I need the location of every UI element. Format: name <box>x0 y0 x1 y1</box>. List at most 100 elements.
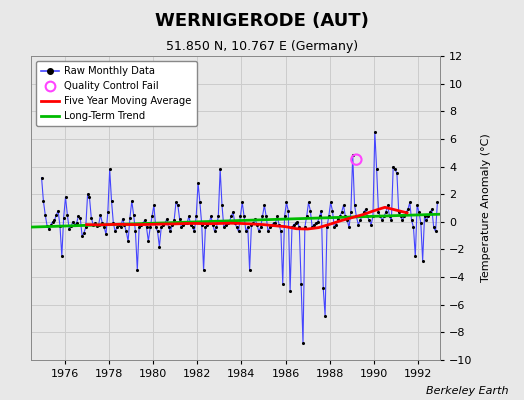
Point <box>256 224 265 230</box>
Point <box>41 212 49 218</box>
Point <box>45 226 53 232</box>
Point <box>37 174 46 181</box>
Point <box>312 220 320 226</box>
Point <box>133 267 141 273</box>
Point <box>422 217 431 224</box>
Point <box>262 213 270 220</box>
Point <box>428 206 436 212</box>
Point <box>223 220 232 226</box>
Point <box>326 199 335 206</box>
Point <box>151 224 160 230</box>
Point <box>233 224 241 230</box>
Point <box>391 166 399 172</box>
Point <box>89 221 97 228</box>
Point <box>222 221 230 228</box>
Text: Berkeley Earth: Berkeley Earth <box>426 386 508 396</box>
Point <box>306 208 314 214</box>
Point <box>415 209 423 215</box>
Point <box>179 221 188 228</box>
Point <box>140 217 149 224</box>
Point <box>370 129 379 135</box>
Point <box>275 221 283 228</box>
Point <box>207 213 215 220</box>
Point <box>183 220 191 226</box>
Point <box>165 224 173 230</box>
Point <box>94 221 103 228</box>
Point <box>260 202 268 208</box>
Point <box>378 217 386 224</box>
Point <box>150 202 158 208</box>
Point <box>323 224 331 230</box>
Point <box>162 216 171 222</box>
Point <box>135 224 144 230</box>
Point <box>341 213 350 220</box>
Point <box>293 219 302 225</box>
Point <box>107 198 116 204</box>
Point <box>352 156 361 163</box>
Point <box>87 214 95 221</box>
Point <box>310 221 318 228</box>
Point <box>384 202 392 208</box>
Point <box>216 166 224 172</box>
Point <box>335 213 344 220</box>
Point <box>137 221 145 228</box>
Point <box>176 216 184 222</box>
Point <box>115 221 123 228</box>
Point <box>43 223 51 229</box>
Point <box>258 213 267 220</box>
Point <box>47 221 55 228</box>
Point <box>59 214 68 221</box>
Point <box>104 209 112 215</box>
Point <box>389 163 397 170</box>
Point <box>253 221 261 228</box>
Point <box>116 224 125 230</box>
Point <box>374 209 383 215</box>
Point <box>347 209 355 215</box>
Point <box>143 224 151 230</box>
Point <box>351 202 359 208</box>
Point <box>279 281 287 287</box>
Point <box>80 230 88 236</box>
Point <box>245 267 254 273</box>
Point <box>211 228 219 235</box>
Point <box>317 208 325 214</box>
Point <box>249 220 257 226</box>
Point <box>48 219 57 225</box>
Point <box>234 228 243 235</box>
Point <box>334 216 342 222</box>
Point <box>402 209 410 215</box>
Point <box>201 224 210 230</box>
Point <box>209 221 217 228</box>
Point <box>188 224 196 230</box>
Point <box>144 238 152 244</box>
Point <box>354 221 363 228</box>
Point <box>111 228 119 235</box>
Point <box>154 228 162 235</box>
Point <box>231 220 239 226</box>
Point <box>420 213 429 220</box>
Point <box>214 213 223 220</box>
Point <box>413 202 421 208</box>
Point <box>54 208 62 214</box>
Point <box>113 224 121 230</box>
Point <box>404 206 412 212</box>
Point <box>358 213 366 220</box>
Point <box>91 220 99 226</box>
Point <box>337 209 346 215</box>
Point <box>240 213 248 220</box>
Point <box>173 202 182 208</box>
Point <box>71 221 79 228</box>
Point <box>385 213 394 220</box>
Point <box>161 220 169 226</box>
Point <box>409 224 418 230</box>
Point <box>426 209 434 215</box>
Point <box>58 253 66 260</box>
Point <box>406 199 414 206</box>
Point <box>126 214 134 221</box>
Point <box>159 221 167 228</box>
Point <box>411 253 420 260</box>
Point <box>72 220 81 226</box>
Point <box>170 217 178 224</box>
Point <box>304 199 313 206</box>
Point <box>56 223 64 229</box>
